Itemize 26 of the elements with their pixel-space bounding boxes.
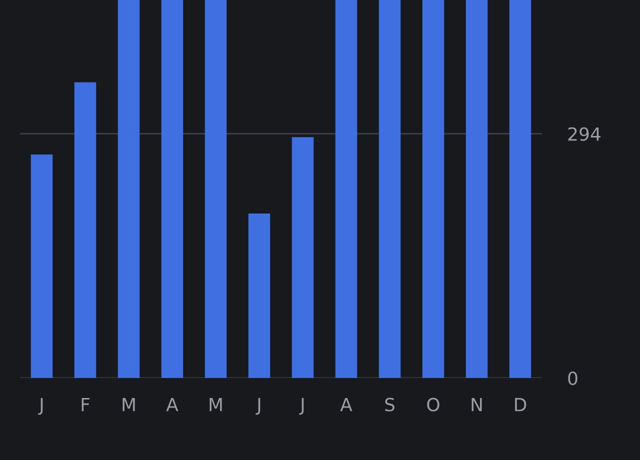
x-tick-label: J [256, 398, 260, 415]
bar [74, 82, 96, 378]
y-tick-label: 0 [568, 371, 578, 386]
bar [30, 154, 53, 378]
bar [248, 214, 270, 378]
y-tick-label: 294 [568, 127, 600, 141]
x-tick-label: J [299, 398, 304, 415]
x-tick-label: A [340, 398, 352, 412]
x-tick-label: D [515, 398, 526, 412]
bar [118, 0, 140, 378]
bar [335, 0, 358, 378]
x-tick-label: J [38, 398, 43, 415]
bar [378, 0, 401, 378]
bar [422, 0, 444, 378]
x-tick-label: A [166, 398, 178, 412]
bar [466, 0, 488, 378]
x-tick-label: O [427, 398, 440, 412]
bar [204, 0, 227, 378]
bar [509, 0, 532, 378]
x-tick-label: F [82, 398, 90, 412]
x-tick-label: M [210, 398, 222, 412]
bar [161, 0, 184, 378]
bar [292, 137, 314, 378]
x-tick-label: M [122, 398, 135, 412]
x-tick-label: S [385, 398, 394, 412]
x-tick-label: N [472, 398, 482, 412]
